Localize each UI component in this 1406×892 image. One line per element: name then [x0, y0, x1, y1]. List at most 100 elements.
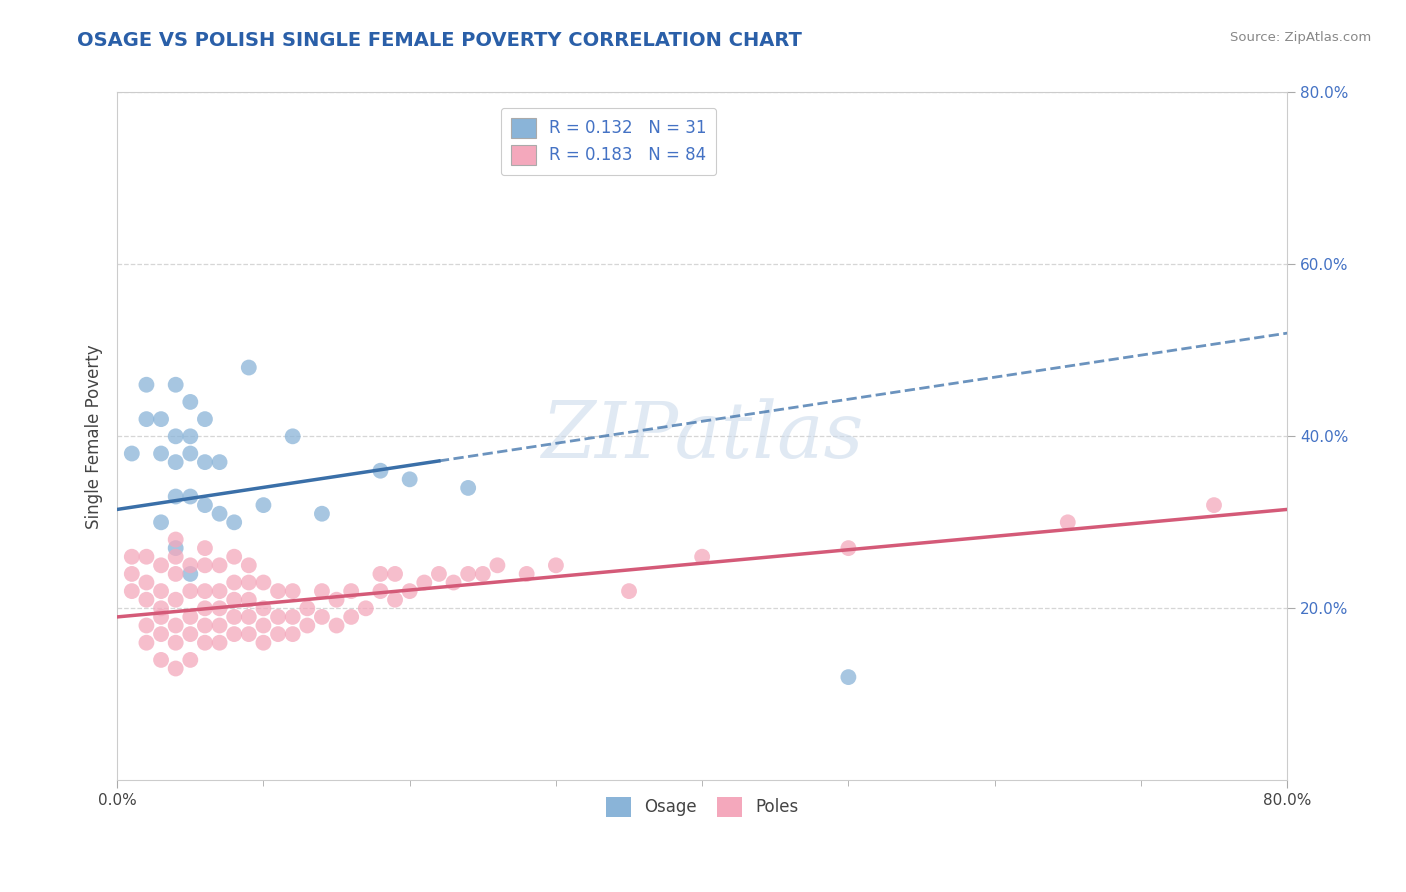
Point [165, 618, 187, 632]
Point [281, 429, 304, 443]
Point [281, 610, 304, 624]
Point [837, 541, 859, 555]
Point [165, 661, 187, 675]
Text: OSAGE VS POLISH SINGLE FEMALE POVERTY CORRELATION CHART: OSAGE VS POLISH SINGLE FEMALE POVERTY CO… [77, 31, 803, 50]
Point [297, 618, 319, 632]
Point [194, 636, 217, 650]
Point [224, 610, 246, 624]
Legend: Osage, Poles: Osage, Poles [599, 790, 806, 823]
Point [165, 533, 187, 547]
Point [179, 446, 201, 460]
Point [340, 610, 363, 624]
Point [252, 498, 274, 512]
Point [690, 549, 713, 564]
Point [413, 575, 436, 590]
Point [281, 627, 304, 641]
Point [194, 455, 217, 469]
Point [224, 516, 246, 530]
Point [179, 429, 201, 443]
Point [194, 412, 217, 426]
Point [238, 592, 260, 607]
Point [544, 558, 567, 573]
Point [165, 429, 187, 443]
Point [121, 566, 143, 581]
Point [443, 575, 465, 590]
Point [267, 584, 290, 599]
Point [135, 412, 157, 426]
Point [165, 636, 187, 650]
Point [208, 601, 231, 615]
Point [121, 549, 143, 564]
Point [516, 566, 538, 581]
Y-axis label: Single Female Poverty: Single Female Poverty [86, 344, 103, 529]
Point [311, 507, 333, 521]
Point [281, 584, 304, 599]
Point [165, 592, 187, 607]
Point [370, 464, 392, 478]
Point [224, 627, 246, 641]
Point [135, 575, 157, 590]
Point [179, 627, 201, 641]
Point [837, 670, 859, 684]
Point [194, 558, 217, 573]
Point [150, 653, 173, 667]
Point [165, 541, 187, 555]
Point [297, 601, 319, 615]
Point [384, 566, 406, 581]
Point [354, 601, 377, 615]
Point [384, 592, 406, 607]
Point [325, 618, 347, 632]
Point [457, 566, 479, 581]
Point [165, 549, 187, 564]
Point [238, 558, 260, 573]
Point [165, 455, 187, 469]
Point [208, 584, 231, 599]
Point [398, 584, 420, 599]
Point [1056, 516, 1078, 530]
Point [194, 618, 217, 632]
Point [370, 584, 392, 599]
Point [135, 618, 157, 632]
Point [165, 490, 187, 504]
Point [179, 395, 201, 409]
Point [208, 507, 231, 521]
Point [150, 446, 173, 460]
Point [194, 498, 217, 512]
Point [150, 412, 173, 426]
Point [252, 601, 274, 615]
Point [208, 618, 231, 632]
Point [252, 575, 274, 590]
Point [135, 549, 157, 564]
Point [179, 490, 201, 504]
Point [238, 360, 260, 375]
Point [179, 566, 201, 581]
Point [238, 610, 260, 624]
Point [179, 610, 201, 624]
Point [224, 575, 246, 590]
Point [340, 584, 363, 599]
Point [267, 610, 290, 624]
Point [165, 377, 187, 392]
Point [224, 549, 246, 564]
Point [179, 558, 201, 573]
Point [370, 566, 392, 581]
Point [150, 558, 173, 573]
Point [150, 601, 173, 615]
Point [457, 481, 479, 495]
Text: ZIPatlas: ZIPatlas [541, 398, 863, 475]
Point [121, 446, 143, 460]
Point [208, 636, 231, 650]
Point [194, 601, 217, 615]
Point [208, 455, 231, 469]
Point [150, 584, 173, 599]
Point [486, 558, 509, 573]
Point [471, 566, 494, 581]
Point [311, 584, 333, 599]
Point [121, 584, 143, 599]
Point [311, 610, 333, 624]
Point [165, 566, 187, 581]
Point [252, 636, 274, 650]
Point [224, 592, 246, 607]
Point [179, 653, 201, 667]
Point [252, 618, 274, 632]
